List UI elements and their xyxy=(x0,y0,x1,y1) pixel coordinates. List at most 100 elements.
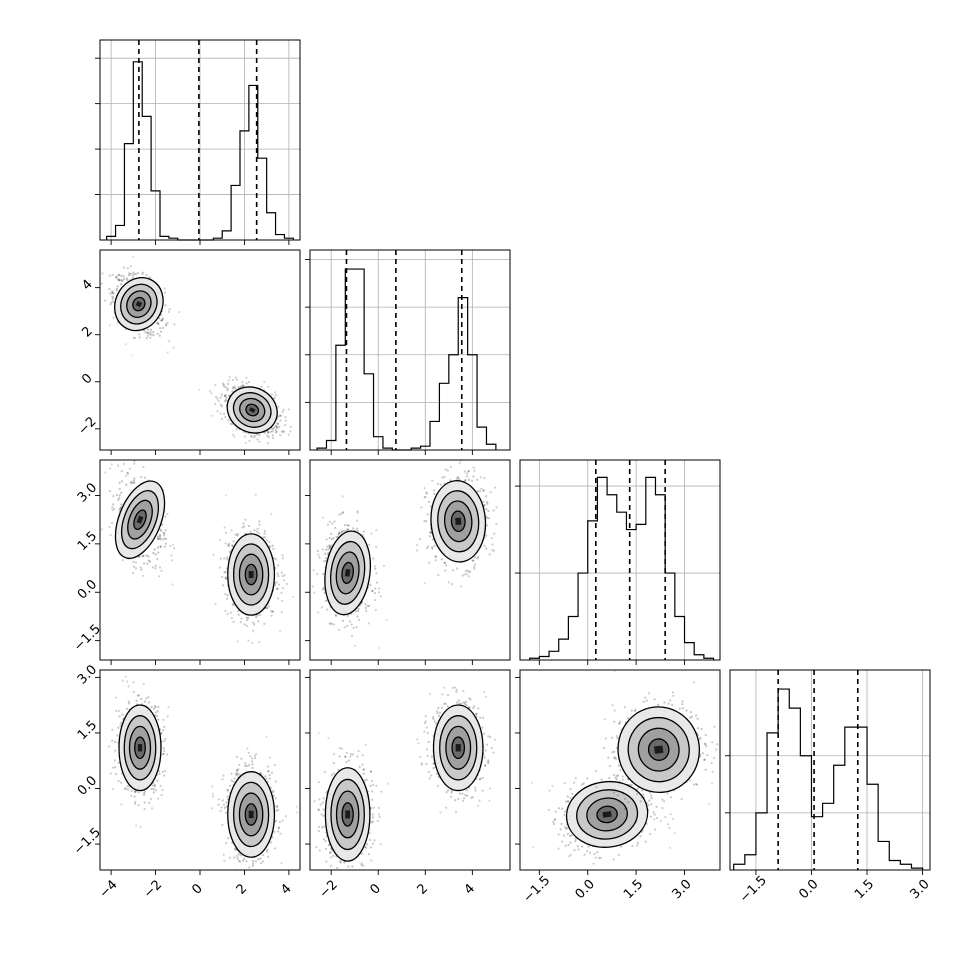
scatter-point xyxy=(586,777,589,780)
scatter-point xyxy=(613,756,616,759)
scatter-point xyxy=(229,550,232,553)
scatter-point xyxy=(251,641,254,644)
scatter-point xyxy=(330,622,333,625)
contour-line xyxy=(244,563,258,586)
scatter-point xyxy=(343,861,346,864)
scatter-point xyxy=(341,511,344,514)
scatter-point xyxy=(266,765,270,768)
scatter-point xyxy=(156,535,160,538)
scatter-point xyxy=(277,826,281,829)
scatter-point xyxy=(274,391,277,394)
scatter-point xyxy=(152,707,156,710)
scatter-point xyxy=(455,477,458,480)
scatter-point xyxy=(233,435,236,438)
scatter-point xyxy=(225,805,228,808)
scatter-point xyxy=(109,772,112,775)
scatter-point xyxy=(669,699,672,702)
scatter-point xyxy=(434,722,438,725)
scatter-point xyxy=(117,498,120,501)
x-tick-label: 1.5 xyxy=(621,877,646,902)
scatter-point xyxy=(564,810,567,813)
scatter-point xyxy=(223,395,226,398)
scatter-point xyxy=(362,768,366,771)
scatter-point xyxy=(485,547,488,550)
scatter-point xyxy=(263,529,266,533)
scatter-point xyxy=(275,425,278,428)
scatter-point xyxy=(152,552,155,555)
scatter-point xyxy=(332,752,336,756)
density-blob xyxy=(118,704,162,792)
contour-line xyxy=(232,543,270,606)
scatter-point xyxy=(156,546,160,549)
scatter-point xyxy=(489,491,492,494)
scatter-point xyxy=(271,428,274,431)
scatter-point xyxy=(322,797,325,800)
scatter-point xyxy=(576,845,579,848)
y-tick-label: 0.0 xyxy=(75,577,100,602)
scatter-point xyxy=(613,670,616,673)
scatter-point xyxy=(263,380,266,383)
scatter-point xyxy=(219,809,222,813)
scatter-point xyxy=(330,773,334,776)
scatter-point xyxy=(357,749,360,753)
scatter-point xyxy=(257,620,260,623)
panel-frame xyxy=(729,669,931,871)
scatter-point xyxy=(249,755,252,758)
scatter-point xyxy=(266,442,269,445)
scatter-point xyxy=(253,434,257,437)
scatter-point xyxy=(731,764,733,766)
scatter-point xyxy=(566,795,569,798)
contour-line xyxy=(586,797,629,832)
scatter-point xyxy=(152,787,155,790)
scatter-point xyxy=(607,756,610,759)
scatter-point xyxy=(426,732,430,735)
scatter-point xyxy=(571,792,574,795)
scatter-point xyxy=(276,597,280,600)
scatter-point xyxy=(613,750,616,753)
scatter-point xyxy=(487,517,491,520)
scatter-point xyxy=(271,610,275,614)
density-blob xyxy=(565,780,649,848)
scatter-point xyxy=(133,460,136,463)
scatter-point xyxy=(164,529,167,532)
scatter-point xyxy=(143,476,146,479)
scatter-point xyxy=(564,826,567,829)
scatter-point xyxy=(652,811,655,814)
scatter-point xyxy=(112,296,115,299)
scatter-point xyxy=(446,469,449,472)
scatter-point xyxy=(157,551,160,554)
scatter-point xyxy=(169,544,172,548)
scatter-point xyxy=(251,864,255,867)
scatter-point xyxy=(647,804,650,807)
scatter-point xyxy=(224,398,227,401)
scatter-point xyxy=(223,557,226,560)
scatter-point xyxy=(221,799,224,802)
scatter-point xyxy=(642,700,645,703)
scatter-point xyxy=(236,774,239,777)
scatter-point xyxy=(371,820,375,823)
scatter-point xyxy=(368,831,371,835)
scatter-point xyxy=(173,547,176,550)
scatter-point xyxy=(276,426,279,430)
scatter-point xyxy=(433,720,436,723)
scatter-point xyxy=(137,694,141,697)
scatter-point xyxy=(267,855,270,858)
scatter-point xyxy=(252,862,255,865)
scatter-point xyxy=(360,864,363,867)
density-panel xyxy=(519,669,733,871)
scatter-point xyxy=(431,547,434,550)
scatter-point xyxy=(223,412,226,415)
scatter-point xyxy=(156,332,159,335)
scatter-point xyxy=(338,513,341,516)
scatter-point xyxy=(238,773,241,776)
scatter-point xyxy=(266,770,270,773)
scatter-point xyxy=(471,559,474,562)
density-core xyxy=(344,569,351,577)
scatter-point xyxy=(655,805,658,808)
scatter-point xyxy=(137,271,140,275)
scatter-point xyxy=(161,538,164,541)
scatter-point xyxy=(171,583,174,586)
scatter-point xyxy=(245,382,248,385)
scatter-point xyxy=(671,703,674,707)
scatter-point xyxy=(111,506,114,509)
